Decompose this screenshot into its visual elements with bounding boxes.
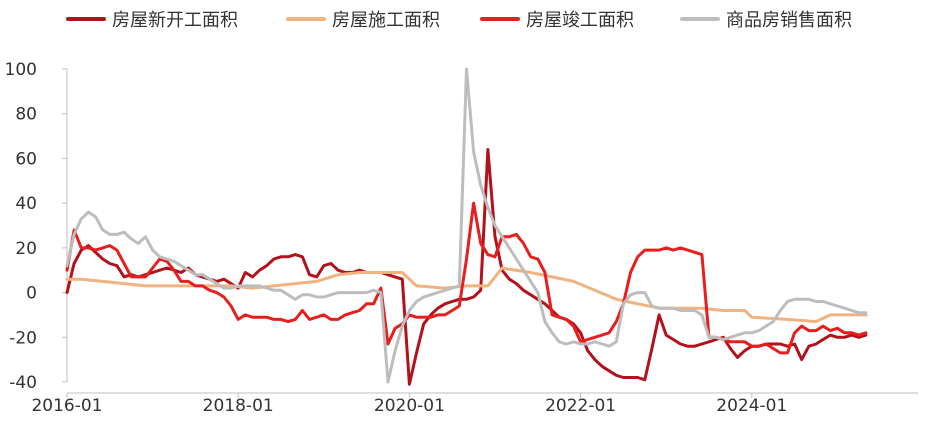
y-tick-label: 20 bbox=[15, 239, 37, 259]
x-tick-label: 2018-01 bbox=[203, 396, 274, 416]
series-line-3 bbox=[65, 201, 868, 355]
series-line-2 bbox=[65, 266, 868, 324]
x-tick-label: 2022-01 bbox=[545, 396, 616, 416]
y-tick-label: 40 bbox=[15, 194, 37, 214]
legend-item: 房屋竣工面积 bbox=[480, 4, 634, 34]
y-tick-label: 80 bbox=[15, 105, 37, 125]
y-tick-label: -20 bbox=[9, 328, 37, 348]
y-tick-label: -40 bbox=[9, 373, 37, 393]
series-line-4 bbox=[65, 67, 868, 384]
legend-label: 房屋竣工面积 bbox=[526, 10, 634, 31]
x-tick-label: 2024-01 bbox=[716, 396, 787, 416]
legend-label: 房屋新开工面积 bbox=[112, 10, 238, 31]
x-tick-label: 2020-01 bbox=[374, 396, 445, 416]
chart-legend: 房屋新开工面积 房屋施工面积 房屋竣工面积 商品房销售面积 bbox=[0, 4, 925, 34]
y-tick-label: 60 bbox=[15, 149, 37, 169]
legend-label: 商品房销售面积 bbox=[726, 10, 852, 31]
legend-swatch bbox=[480, 17, 520, 21]
x-tick-label: 2016-01 bbox=[31, 396, 102, 416]
legend-item: 房屋新开工面积 bbox=[66, 4, 238, 34]
legend-label: 房屋施工面积 bbox=[332, 10, 440, 31]
legend-swatch bbox=[66, 17, 106, 21]
legend-item: 房屋施工面积 bbox=[286, 4, 440, 34]
y-tick-label: 100 bbox=[5, 60, 37, 80]
legend-item: 商品房销售面积 bbox=[680, 4, 852, 34]
legend-swatch bbox=[680, 17, 720, 21]
y-tick-label: 0 bbox=[26, 284, 37, 304]
legend-swatch bbox=[286, 17, 326, 21]
